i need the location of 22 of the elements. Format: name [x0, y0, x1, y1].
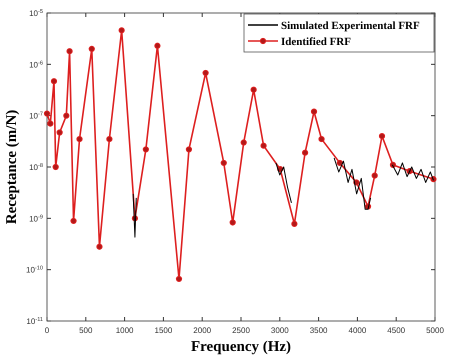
x-tick-label: 0 [44, 326, 50, 335]
legend-label: Identified FRF [281, 36, 352, 48]
y-axis-title: Receptance (m/N) [4, 110, 20, 224]
x-tick-label: 2000 [193, 326, 212, 335]
y-tick-label: 10$^{-5}$ [29, 9, 43, 18]
x-tick-label: 2500 [232, 326, 250, 335]
x-tick-label: 1000 [116, 326, 134, 335]
legend-label: Simulated Experimental FRF [281, 20, 420, 32]
x-tick-label: 3500 [310, 326, 328, 335]
x-tick-label: 1500 [154, 326, 173, 335]
y-tick-label: 10$^{-8}$ [29, 163, 43, 172]
y-tick-label: 10$^{-9}$ [29, 214, 43, 224]
y-tick-label: 10$^{-6}$ [29, 60, 43, 70]
x-tick-label: 3000 [270, 326, 290, 335]
y-tick-label: 10$^{-11}$ [26, 317, 43, 326]
x-tick-label: 4500 [387, 326, 406, 335]
x-axis-title: Frequency (Hz) [190, 339, 292, 355]
y-tick-label: 10$^{-7}$ [29, 112, 43, 121]
x-tick-label: 4000 [348, 326, 367, 335]
x-tick-label: 500 [79, 326, 94, 335]
x-tick-label: 5000 [426, 326, 444, 335]
y-tick-label: 10$^{-10}$ [26, 266, 43, 275]
